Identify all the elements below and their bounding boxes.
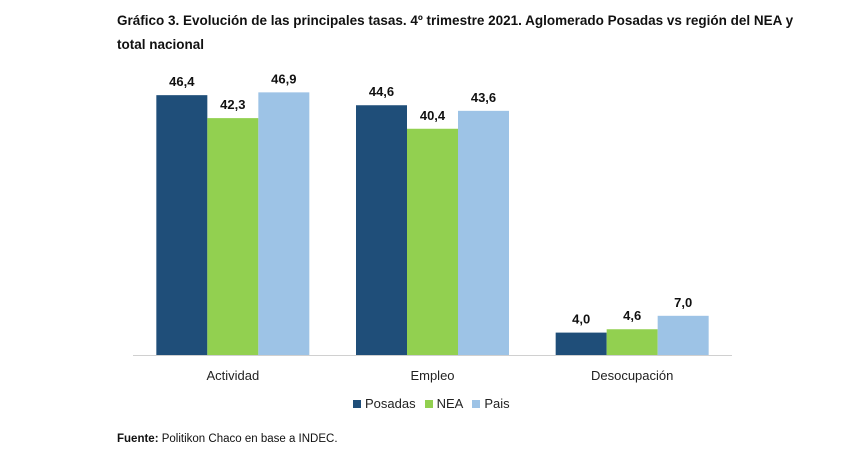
chart-title: Gráfico 3. Evolución de las principales … — [117, 13, 794, 52]
category-label: Empleo — [410, 368, 454, 383]
bar-posadas-1 — [356, 105, 407, 356]
bar-posadas-2 — [555, 332, 607, 355]
category-label: Actividad — [206, 368, 259, 383]
legend-swatch — [353, 399, 361, 408]
bar-nea-1 — [407, 128, 458, 355]
legend-item-pais: Pais — [472, 396, 510, 411]
data-label: 7,0 — [674, 295, 692, 310]
bar-pais-2 — [657, 315, 709, 355]
source-note: Fuente: Politikon Chaco en base a INDEC. — [117, 433, 338, 445]
data-label: 43,6 — [471, 90, 496, 105]
legend-label: Posadas — [365, 396, 416, 411]
data-label: 44,6 — [369, 84, 394, 99]
data-label: 46,4 — [169, 74, 195, 89]
legend-item-nea: NEA — [424, 396, 464, 411]
data-label: 4,0 — [572, 312, 590, 327]
legend-item-posadas: Posadas — [353, 396, 416, 411]
bar-pais-0 — [258, 92, 310, 356]
legend-swatch — [424, 399, 433, 408]
legend-swatch — [472, 399, 481, 408]
bar-nea-0 — [207, 118, 259, 356]
source-text: Politikon Chaco en base a INDEC. — [158, 433, 338, 445]
legend-label: Pais — [484, 396, 510, 411]
data-label: 4,6 — [623, 308, 641, 323]
bar-posadas-0 — [156, 95, 208, 355]
data-label: 40,4 — [420, 108, 446, 123]
category-label: Desocupación — [591, 368, 673, 383]
source-label: Fuente: — [117, 433, 159, 445]
bar-pais-1 — [458, 110, 509, 355]
legend-label: NEA — [436, 396, 464, 411]
data-label: 42,3 — [220, 97, 245, 112]
bar-nea-2 — [606, 329, 658, 355]
legend: Posadas NEA Pais — [353, 396, 519, 411]
data-label: 46,9 — [271, 71, 296, 86]
